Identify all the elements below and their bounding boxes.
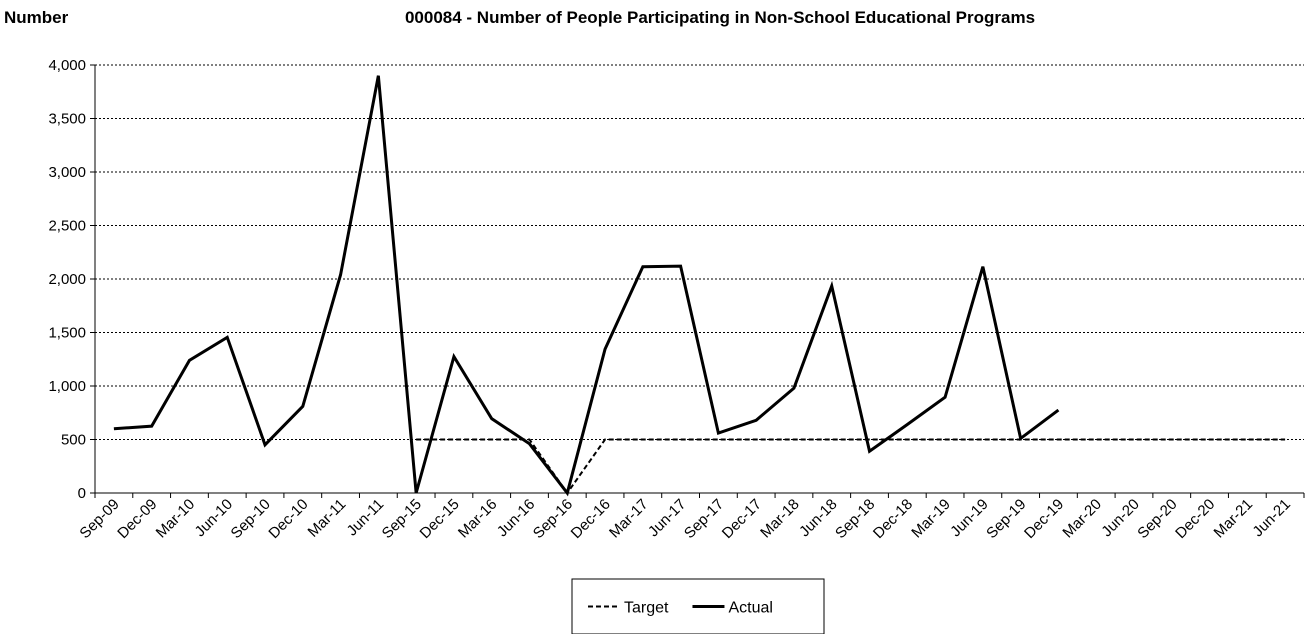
x-tick-label: Dec-20 [1172, 496, 1218, 542]
x-tick-label: Jun-10 [192, 496, 236, 540]
x-tick-label: Jun-19 [947, 496, 991, 540]
x-tick-label: Dec-17 [719, 496, 765, 542]
legend-label-target: Target [624, 600, 669, 617]
y-tick-label: 4,000 [48, 57, 86, 74]
y-tick-label: 1,500 [48, 325, 86, 342]
y-axis-ticks: 0 500 1,000 1,500 2,000 2,500 3,000 3,500 4,000 [48, 57, 95, 502]
y-tick-label: 3,000 [48, 164, 86, 181]
gridlines [94, 64, 1304, 494]
x-tick-label: Sep-09 [76, 496, 122, 542]
x-tick-label: Mar-18 [757, 496, 803, 542]
x-tick-label: Sep-19 [983, 496, 1029, 542]
x-tick-label: Dec-09 [114, 496, 160, 542]
x-tick-label: Jun-16 [494, 496, 538, 540]
x-tick-label: Sep-15 [379, 496, 425, 542]
x-tick-label: Dec-19 [1021, 496, 1067, 542]
x-tick-label: Mar-20 [1059, 496, 1105, 542]
x-tick-label: Mar-10 [153, 496, 199, 542]
x-tick-label: Dec-15 [417, 496, 463, 542]
x-tick-label: Sep-16 [530, 496, 576, 542]
x-tick-label: Jun-18 [796, 496, 840, 540]
x-tick-label: Sep-20 [1134, 496, 1180, 542]
y-axis-label: Number [4, 8, 69, 27]
legend-label-actual: Actual [728, 600, 772, 617]
y-tick-label: 1,000 [48, 378, 86, 395]
legend: Target Actual [571, 578, 825, 634]
y-tick-label: 3,500 [48, 111, 86, 128]
x-tick-label: Jun-21 [1249, 496, 1293, 540]
x-tick-label: Mar-16 [455, 496, 501, 542]
x-tick-label: Mar-19 [908, 496, 954, 542]
x-tick-label: Sep-10 [228, 496, 274, 542]
x-tick-label: Dec-10 [265, 496, 311, 542]
x-axis-ticks: Sep-09Dec-09Mar-10Jun-10Sep-10Dec-10Mar-… [76, 493, 1305, 542]
series-line-target [416, 438, 1286, 495]
x-tick-label: Mar-11 [305, 496, 350, 541]
x-tick-label: Dec-18 [870, 496, 916, 542]
x-tick-label: Mar-21 [1211, 496, 1257, 542]
x-tick-label: Dec-16 [568, 496, 614, 542]
x-tick-label: Mar-17 [606, 496, 652, 542]
chart-title: 000084 - Number of People Participating … [405, 8, 1035, 27]
series-line-actual [113, 75, 1060, 497]
series-lines [113, 75, 1286, 497]
y-tick-label: 500 [61, 432, 86, 449]
x-tick-label: Jun-17 [645, 496, 689, 540]
y-tick-label: 2,500 [48, 218, 86, 235]
x-tick-label: Jun-20 [1098, 496, 1142, 540]
x-tick-label: Sep-18 [832, 496, 878, 542]
y-tick-label: 0 [78, 485, 86, 502]
x-tick-label: Sep-17 [681, 496, 727, 542]
y-tick-label: 2,000 [48, 271, 86, 288]
